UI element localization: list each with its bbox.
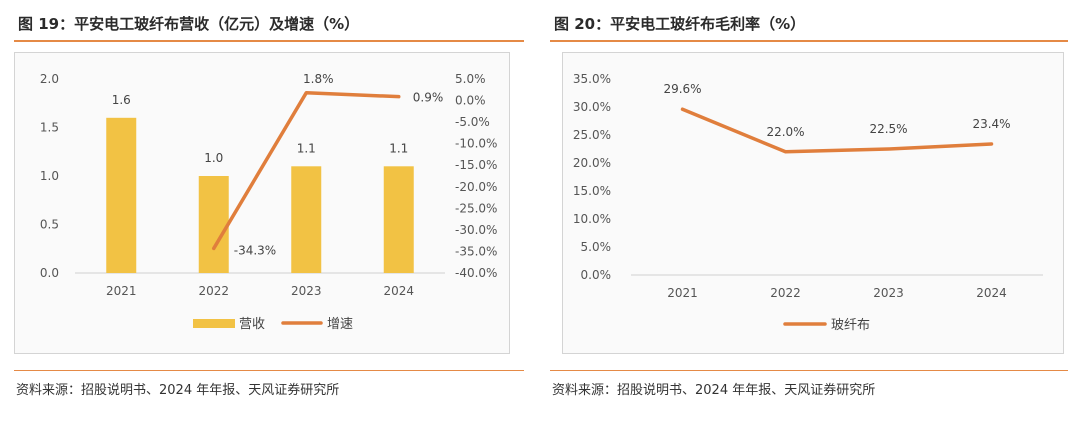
left-bottom-rule xyxy=(14,370,524,371)
x-tick-label: 2023 xyxy=(873,286,904,300)
right-source-note: 资料来源：招股说明书、2024 年年报、天风证券研究所 xyxy=(552,383,876,398)
growth-data-label: -34.3% xyxy=(234,243,276,257)
revenue-growth-chart: 0.0 0.5 1.0 1.5 2.0 -40.0% -35.0% -30.0% -25.0% -… xyxy=(40,72,498,332)
y-tick-label: 25.0% xyxy=(573,128,611,142)
x-tick-label: 2022 xyxy=(770,286,801,300)
revenue-bar xyxy=(198,176,229,273)
left-chart-area: 0.0 0.5 1.0 1.5 2.0 -40.0% -35.0% -30.0% -25.0% -… xyxy=(14,52,510,354)
left-figure-title: 图 19：平安电工玻纤布营收（亿元）及增速（%） xyxy=(18,15,360,33)
margin-line xyxy=(680,107,994,154)
x-tick-label: 2024 xyxy=(976,286,1007,300)
legend-revenue-swatch xyxy=(193,319,235,328)
right-y-tick-label: 5.0% xyxy=(455,72,486,86)
growth-data-label: 1.8% xyxy=(303,72,334,86)
revenue-bar-label: 1.0 xyxy=(204,151,223,165)
margin-data-label: 22.5% xyxy=(869,122,907,136)
revenue-bar-label: 1.6 xyxy=(112,93,131,107)
margin-data-label: 23.4% xyxy=(972,117,1010,131)
left-title-rule xyxy=(14,40,524,42)
right-bottom-rule xyxy=(550,370,1068,371)
right-y-tick-label: -5.0% xyxy=(455,115,490,129)
margin-data-label: 22.0% xyxy=(766,125,804,139)
right-chart-area: 0.0% 5.0% 10.0% 15.0% 20.0% 25.0% 30.0% 35.0% 20… xyxy=(562,52,1064,354)
left-y-tick-label: 1.0 xyxy=(40,169,59,183)
x-tick-label: 2021 xyxy=(106,284,137,298)
revenue-bar xyxy=(383,166,414,273)
y-tick-label: 15.0% xyxy=(573,184,611,198)
y-tick-label: 20.0% xyxy=(573,156,611,170)
legend-revenue-label: 营收 xyxy=(239,317,265,332)
right-y-tick-label: -15.0% xyxy=(455,158,497,172)
left-y-tick-label: 1.5 xyxy=(40,121,59,135)
y-tick-label: 0.0% xyxy=(581,268,612,282)
revenue-bar-label: 1.1 xyxy=(297,141,316,155)
left-y-tick-label: 0.0 xyxy=(40,266,59,280)
right-title-rule xyxy=(550,40,1068,42)
left-y-tick-label: 2.0 xyxy=(40,72,59,86)
legend-margin-label: 玻纤布 xyxy=(831,318,870,333)
x-tick-label: 2022 xyxy=(198,284,229,298)
right-y-tick-label: -20.0% xyxy=(455,180,497,194)
y-tick-label: 5.0% xyxy=(581,240,612,254)
right-y-tick-label: -30.0% xyxy=(455,223,497,237)
revenue-bar xyxy=(291,166,322,273)
legend-growth-label: 增速 xyxy=(327,317,353,332)
right-y-tick-label: -40.0% xyxy=(455,266,497,280)
revenue-bar-label: 1.1 xyxy=(389,141,408,155)
right-y-tick-label: -35.0% xyxy=(455,244,497,258)
y-tick-label: 35.0% xyxy=(573,72,611,86)
growth-line xyxy=(212,91,401,251)
right-y-tick-label: -10.0% xyxy=(455,137,497,151)
right-y-tick-label: 0.0% xyxy=(455,94,486,108)
right-y-tick-label: -25.0% xyxy=(455,201,497,215)
growth-data-label: 0.9% xyxy=(413,91,444,105)
left-source-note: 资料来源：招股说明书、2024 年年报、天风证券研究所 xyxy=(16,383,340,398)
right-figure-title: 图 20：平安电工玻纤布毛利率（%） xyxy=(554,15,806,33)
y-tick-label: 10.0% xyxy=(573,212,611,226)
x-tick-label: 2021 xyxy=(667,286,698,300)
margin-data-label: 29.6% xyxy=(663,82,701,96)
revenue-bar xyxy=(106,117,137,273)
gross-margin-chart: 0.0% 5.0% 10.0% 15.0% 20.0% 25.0% 30.0% 35.0% 20… xyxy=(573,72,1043,333)
x-tick-label: 2024 xyxy=(383,284,414,298)
x-tick-label: 2023 xyxy=(291,284,322,298)
left-y-tick-label: 0.5 xyxy=(40,218,59,232)
y-tick-label: 30.0% xyxy=(573,100,611,114)
